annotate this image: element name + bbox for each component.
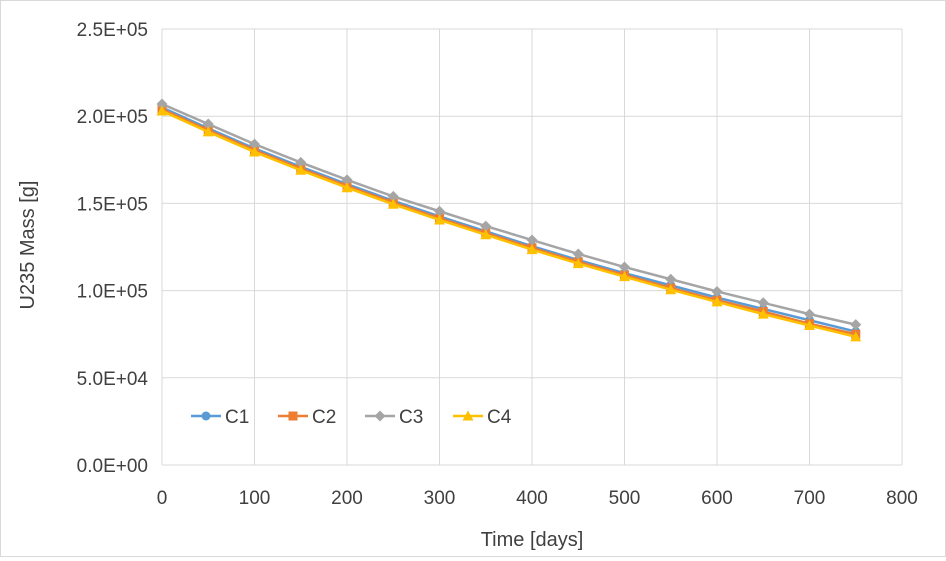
x-tick-label: 200: [331, 488, 363, 509]
series-line-c4: [161, 109, 857, 339]
x-tick-label: 800: [886, 488, 918, 509]
x-tick-label: 400: [516, 488, 548, 509]
data-point-c3: [434, 205, 445, 217]
legend-label-c2: C2: [312, 407, 336, 428]
data-point-c4: [572, 258, 584, 269]
x-tick-label: 100: [239, 488, 271, 509]
y-tick-label: 0.0E+00: [77, 456, 148, 477]
series-line-c1: [161, 106, 857, 333]
data-point-c3: [249, 138, 260, 150]
legend-marker-c2: [288, 411, 298, 421]
x-tick-label: 0: [157, 488, 168, 509]
data-point-c4: [711, 296, 723, 307]
x-tick-labels: 0 100 200 300 400 500 600 700 800: [157, 488, 918, 509]
y-tick-label: 1.0E+05: [77, 282, 148, 303]
legend-item-c3: C3: [365, 407, 423, 428]
data-point-c4: [757, 308, 769, 319]
data-point-c4: [434, 214, 445, 225]
x-axis-title: Time [days]: [481, 529, 584, 551]
data-point-c4: [850, 331, 862, 342]
data-point-c3: [804, 308, 815, 320]
series-line-c3: [161, 102, 857, 326]
series-c2: [157, 104, 861, 339]
data-point-c3: [526, 234, 538, 246]
x-tick-label: 600: [701, 488, 733, 509]
legend-label-c1: C1: [225, 407, 249, 428]
data-point-c4: [341, 182, 353, 193]
data-point-c4: [387, 198, 399, 209]
data-point-c3: [156, 98, 168, 110]
data-point-c3: [619, 261, 630, 273]
data-point-c3: [665, 273, 677, 285]
series-c3: [156, 98, 862, 331]
x-tick-label: 300: [424, 488, 456, 509]
legend-marker-c4: [462, 410, 474, 421]
y-tick-label: 2.0E+05: [77, 107, 148, 128]
legend-label-c3: C3: [399, 407, 423, 428]
series-line-c2: [161, 108, 857, 336]
y-tick-labels: 0.0E+00 5.0E+04 1.0E+05 1.5E+05 2.0E+05 2.5E+…: [77, 20, 149, 477]
data-point-c3: [711, 285, 723, 297]
legend-label-c4: C4: [487, 407, 512, 428]
data-point-c3: [757, 297, 769, 309]
data-point-c3: [341, 174, 353, 186]
gridlines: [161, 28, 903, 466]
data-point-c3: [572, 248, 584, 260]
data-point-c4: [526, 244, 538, 255]
data-point-c3: [480, 220, 492, 232]
x-tick-label: 700: [794, 488, 826, 509]
data-point-c3: [202, 118, 214, 130]
y-tick-label: 5.0E+04: [77, 369, 149, 390]
data-point-c4: [295, 164, 307, 175]
legend-item-c1: C1: [191, 407, 249, 428]
x-tick-label: 500: [609, 488, 641, 509]
data-point-c3: [387, 190, 399, 202]
series-group: [156, 98, 862, 342]
y-axis-title: U235 Mass [g]: [17, 181, 39, 310]
legend-marker-c3: [374, 410, 386, 422]
y-tick-label: 1.5E+05: [77, 194, 148, 215]
data-point-c3: [295, 156, 307, 168]
data-point-c4: [665, 284, 677, 295]
data-point-c4: [619, 271, 630, 282]
legend-marker-c1: [201, 411, 211, 421]
data-point-c4: [804, 319, 815, 330]
legend-item-c4: C4: [453, 407, 512, 428]
series-c4: [156, 105, 862, 342]
data-point-c4: [156, 105, 168, 116]
data-point-c4: [249, 146, 260, 157]
data-point-c3: [850, 319, 862, 331]
data-point-c4: [202, 126, 214, 137]
y-tick-label: 2.5E+05: [77, 20, 148, 41]
data-point-c4: [480, 229, 492, 240]
legend-item-c2: C2: [278, 407, 336, 428]
legend: C1 C2 C3 C4: [191, 407, 512, 428]
